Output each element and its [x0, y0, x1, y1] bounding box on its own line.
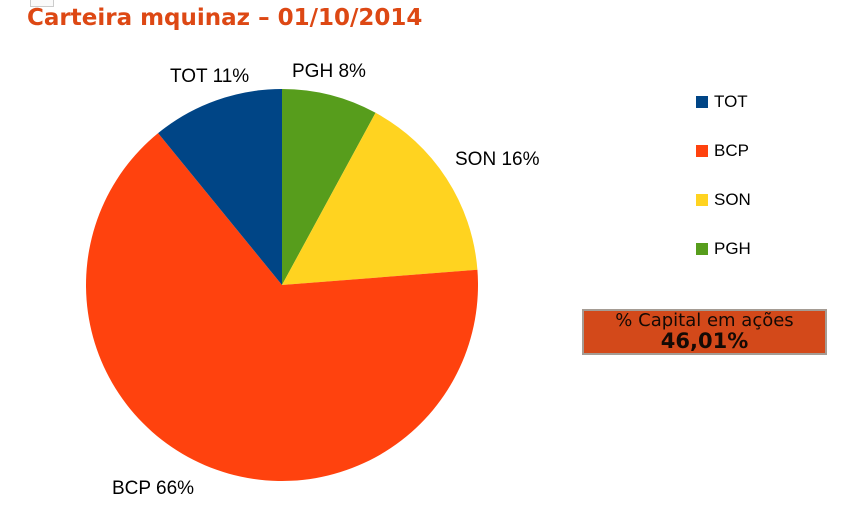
pie-label-son: SON 16% [455, 149, 540, 170]
legend-swatch-son [696, 194, 708, 206]
legend-item-tot: TOT [696, 92, 751, 111]
pie-slice-tot [158, 89, 282, 285]
chart-title: Carteira mquinaz – 01/10/2014 [27, 5, 423, 31]
legend-swatch-tot [696, 96, 708, 108]
chart-legend: TOT BCP SON PGH [696, 92, 751, 290]
legend-swatch-pgh [696, 243, 708, 255]
legend-item-bcp: BCP [696, 141, 751, 160]
pie-label-pgh: PGH 8% [292, 61, 366, 82]
pie-slice-son [282, 112, 478, 285]
pie-chart [86, 89, 478, 481]
legend-item-son: SON [696, 190, 751, 209]
capital-info-value: 46,01% [660, 329, 749, 354]
legend-label-tot: TOT [714, 92, 748, 111]
legend-swatch-bcp [696, 145, 708, 157]
capital-info-label: % Capital em ações [615, 309, 794, 331]
pie-label-bcp: BCP 66% [112, 478, 195, 499]
legend-label-son: SON [714, 190, 751, 209]
pie-slice-bcp [86, 133, 478, 481]
legend-item-pgh: PGH [696, 239, 751, 258]
pie-label-tot: TOT 11% [170, 66, 250, 87]
scan-edge-artifact [30, 0, 54, 7]
legend-label-pgh: PGH [714, 239, 751, 258]
capital-info-box: % Capital em ações 46,01% [582, 309, 827, 355]
pie-slice-pgh [282, 89, 376, 285]
legend-label-bcp: BCP [714, 141, 749, 160]
